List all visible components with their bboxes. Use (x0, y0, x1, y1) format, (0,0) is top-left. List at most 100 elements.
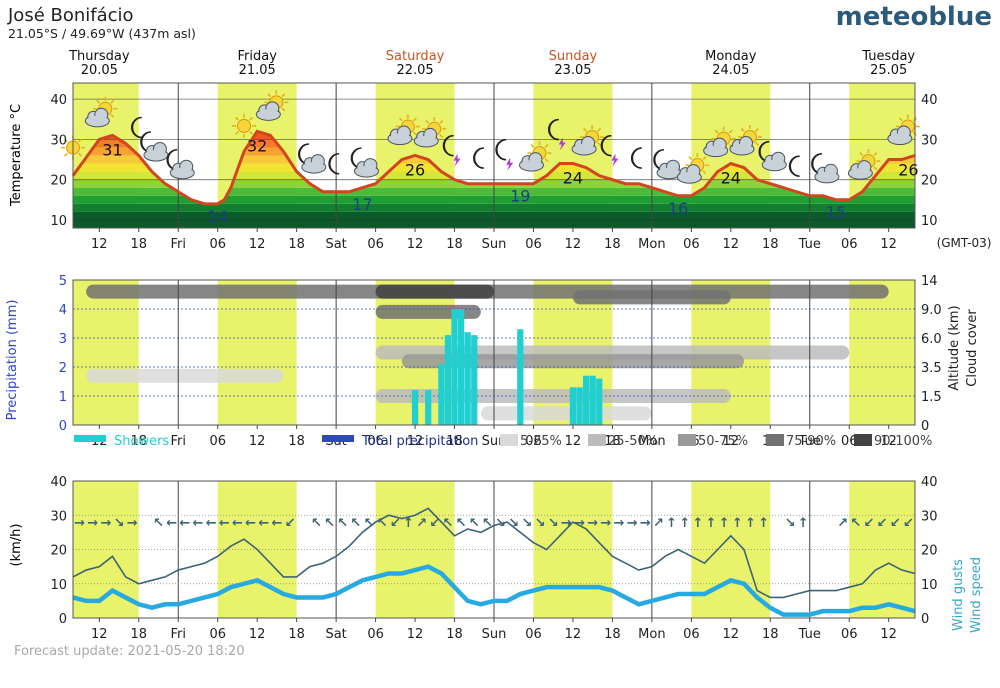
wind-arrow: → (574, 516, 585, 531)
wind-arrow: ↑ (403, 516, 414, 531)
wind-gusts-line (72, 507, 916, 599)
altitude-y-tick: 3.5 (921, 361, 942, 376)
wind-y-tick: 20 (50, 544, 67, 559)
wind-y-tick-right: 30 (921, 509, 938, 524)
altitude-y-tick: 9.0 (921, 303, 942, 318)
temperature-max-label: 26 (405, 161, 425, 180)
x-tick-label: Sun (482, 237, 507, 252)
legend-cloud-swatch (588, 434, 606, 446)
wind-arrow: ← (245, 516, 256, 531)
wind-arrow: ← (179, 516, 190, 531)
wind-arrow: ← (166, 516, 177, 531)
wind-arrow: ↖ (324, 516, 335, 531)
x-tick-label: 18 (446, 237, 463, 252)
sun-cloud-icon (571, 124, 605, 156)
day-name: Saturday (386, 49, 445, 64)
x-tick-label: 18 (131, 237, 148, 252)
day-name: Thursday (68, 49, 130, 64)
wind-arrow: ↖ (456, 516, 467, 531)
cloud-cover-layer (375, 304, 481, 319)
wind-speed-line (72, 564, 916, 617)
x-tick-label: 18 (604, 434, 621, 449)
temperature-y-tick: 20 (50, 174, 67, 189)
shower-bar (471, 335, 478, 425)
x-tick-label: 12 (723, 627, 740, 642)
x-tick-label: 12 (91, 237, 108, 252)
precipitation-y-tick: 5 (59, 274, 67, 289)
moon-cloud-icon (758, 140, 787, 172)
daylight-band (849, 280, 915, 425)
shower-bars (411, 309, 603, 425)
x-tick-label: 18 (288, 237, 305, 252)
wind-direction-arrows: → → → ↘ → ↖ ← ← ← ← ← ← ← ← ← ↙ ↖ ↖ ↖ ↖ ↖ ↖ ↙ ↑ ↗ ↙ ↖ ↖ ↖ ↖ ↘ ↘ ↘ ↘ ↘ → → → → →… (74, 516, 914, 531)
cloud-cover-layer (86, 368, 284, 383)
wind-arrow: ↑ (692, 516, 703, 531)
x-tick-label: 06 (367, 627, 384, 642)
x-tick-label: 18 (288, 434, 305, 449)
temperature-min-label: 16 (668, 199, 688, 218)
wind-arrow: ↑ (719, 516, 730, 531)
moon-icon (630, 147, 642, 169)
wind-arrow: ↘ (521, 516, 532, 531)
x-tick-label: 18 (762, 627, 779, 642)
wind-arrow: ↖ (350, 516, 361, 531)
shower-bar (411, 390, 419, 425)
sun-cloud-icon (387, 114, 420, 146)
x-tick-label: 12 (880, 434, 897, 449)
legend-cloud-swatch (678, 434, 696, 446)
x-tick-label: 12 (880, 237, 897, 252)
shower-bar (589, 375, 596, 425)
thunder-icon (547, 118, 566, 151)
sun-icon (232, 113, 257, 138)
wind-arrow: → (74, 516, 85, 531)
precipitation-y-tick: 1 (59, 390, 67, 405)
x-tick-label: 18 (288, 627, 305, 642)
moon-icon (328, 152, 340, 175)
moon-cloud-icon (140, 131, 169, 162)
x-tick-label: 12 (91, 627, 108, 642)
wind-arrow: → (87, 516, 98, 531)
wind-y-tick-right: 0 (921, 612, 929, 627)
x-tick-label: 12 (407, 434, 424, 449)
location-title: José Bonifácio (7, 5, 134, 26)
x-tick-label: 18 (131, 627, 148, 642)
x-tick-label: 12 (249, 627, 266, 642)
day-name: Sunday (549, 49, 598, 64)
moon-cloud-icon (811, 152, 840, 184)
wind-arrow: ↑ (679, 516, 690, 531)
temperature-line (71, 129, 916, 206)
wind-arrow: ↙ (877, 516, 888, 531)
x-tick-label: 12 (565, 627, 582, 642)
cloud-cover-layer (480, 406, 652, 421)
precipitation-y-tick: 3 (59, 332, 67, 347)
wind-arrow: → (561, 516, 572, 531)
thunder-icon (442, 134, 461, 167)
temperature-min-label: 15 (826, 203, 846, 222)
x-tick-label: Sat (325, 237, 346, 252)
legend-cloud-cover: 90-100% (874, 434, 932, 449)
wind-arrow: ↙ (429, 516, 440, 531)
x-tick-label: Tue (798, 434, 821, 449)
wind-axis-label: (km/h) (9, 524, 24, 567)
wind-arrow: ↑ (732, 516, 743, 531)
x-tick-label: Fri (171, 434, 187, 449)
cloud-cover-layer (375, 284, 494, 299)
wind-arrow: ← (219, 516, 230, 531)
legend-cloud-cover: 75-90% (786, 434, 836, 449)
brand-logo: meteoblue (836, 2, 992, 32)
wind-y-tick: 30 (50, 509, 67, 524)
temperature-y-tick-right: 10 (921, 214, 938, 229)
wind-arrow: → (640, 516, 651, 531)
x-tick-label: 12 (249, 237, 266, 252)
shower-bar (596, 378, 603, 425)
precipitation-y-tick: 0 (59, 419, 67, 434)
day-name: Friday (237, 49, 277, 64)
wind-arrow: ↑ (706, 516, 717, 531)
temperature-max-label: 32 (247, 136, 267, 155)
shower-bar (582, 375, 590, 425)
wind-arrow: ↙ (285, 516, 296, 531)
cloud-cover-layer (401, 354, 744, 369)
x-tick-label: 06 (525, 237, 542, 252)
timezone-label: (GMT-03) (937, 236, 992, 250)
